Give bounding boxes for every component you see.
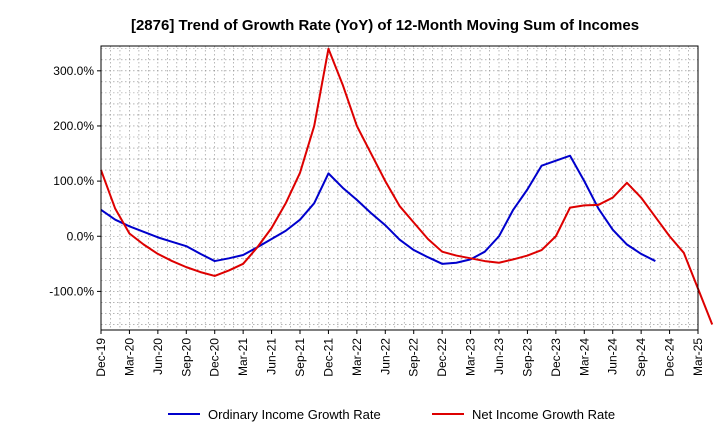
x-tick-label: Mar-21 [236, 338, 250, 376]
x-tick-label: Dec-20 [208, 338, 222, 377]
x-axis: Dec-19 Mar-20 Jun-20 Sep-20 Dec-20 Mar-21 Jun-… [94, 330, 705, 377]
x-tick-label: Mar-22 [350, 338, 364, 376]
series-line-net-income [100, 47, 714, 325]
y-tick-label: 300.0% [53, 64, 94, 78]
legend: Ordinary Income Growth Rate Net Income G… [168, 407, 615, 422]
x-tick-label: Mar-24 [577, 338, 591, 376]
x-tick-label: Jun-24 [606, 338, 620, 375]
x-tick-label: Dec-22 [435, 338, 449, 377]
y-tick-label: 100.0% [53, 174, 94, 188]
x-tick-label: Mar-25 [691, 338, 705, 376]
x-tick-label: Sep-21 [293, 338, 307, 377]
x-tick-label: Dec-21 [321, 338, 335, 377]
x-tick-label: Dec-19 [94, 338, 108, 377]
x-tick-label: Mar-20 [122, 338, 136, 376]
x-tick-label: Mar-23 [464, 338, 478, 376]
x-tick-label: Dec-24 [663, 338, 677, 377]
y-tick-label: 0.0% [67, 229, 95, 243]
plot-frame [100, 45, 699, 331]
y-tick-label: 200.0% [53, 119, 94, 133]
x-tick-label: Dec-23 [549, 338, 563, 377]
x-tick-label: Sep-22 [407, 338, 421, 377]
x-tick-label: Sep-23 [520, 338, 534, 377]
y-axis: 300.0% 200.0% 100.0% 0.0% -100.0% [49, 64, 101, 298]
grid [101, 46, 698, 330]
x-tick-label: Sep-20 [179, 338, 193, 377]
chart-title: [2876] Trend of Growth Rate (YoY) of 12-… [131, 17, 639, 34]
x-tick-label: Jun-20 [151, 338, 165, 375]
y-tick-label: -100.0% [49, 284, 94, 298]
legend-label-ordinary-income: Ordinary Income Growth Rate [208, 407, 381, 422]
series-lines [100, 47, 714, 325]
series-line-ordinary-income [100, 154, 656, 265]
x-tick-label: Jun-22 [378, 338, 392, 375]
x-tick-label: Jun-23 [492, 338, 506, 375]
x-tick-label: Jun-21 [265, 338, 279, 375]
x-tick-label: Sep-24 [634, 338, 648, 377]
legend-label-net-income: Net Income Growth Rate [472, 407, 615, 422]
